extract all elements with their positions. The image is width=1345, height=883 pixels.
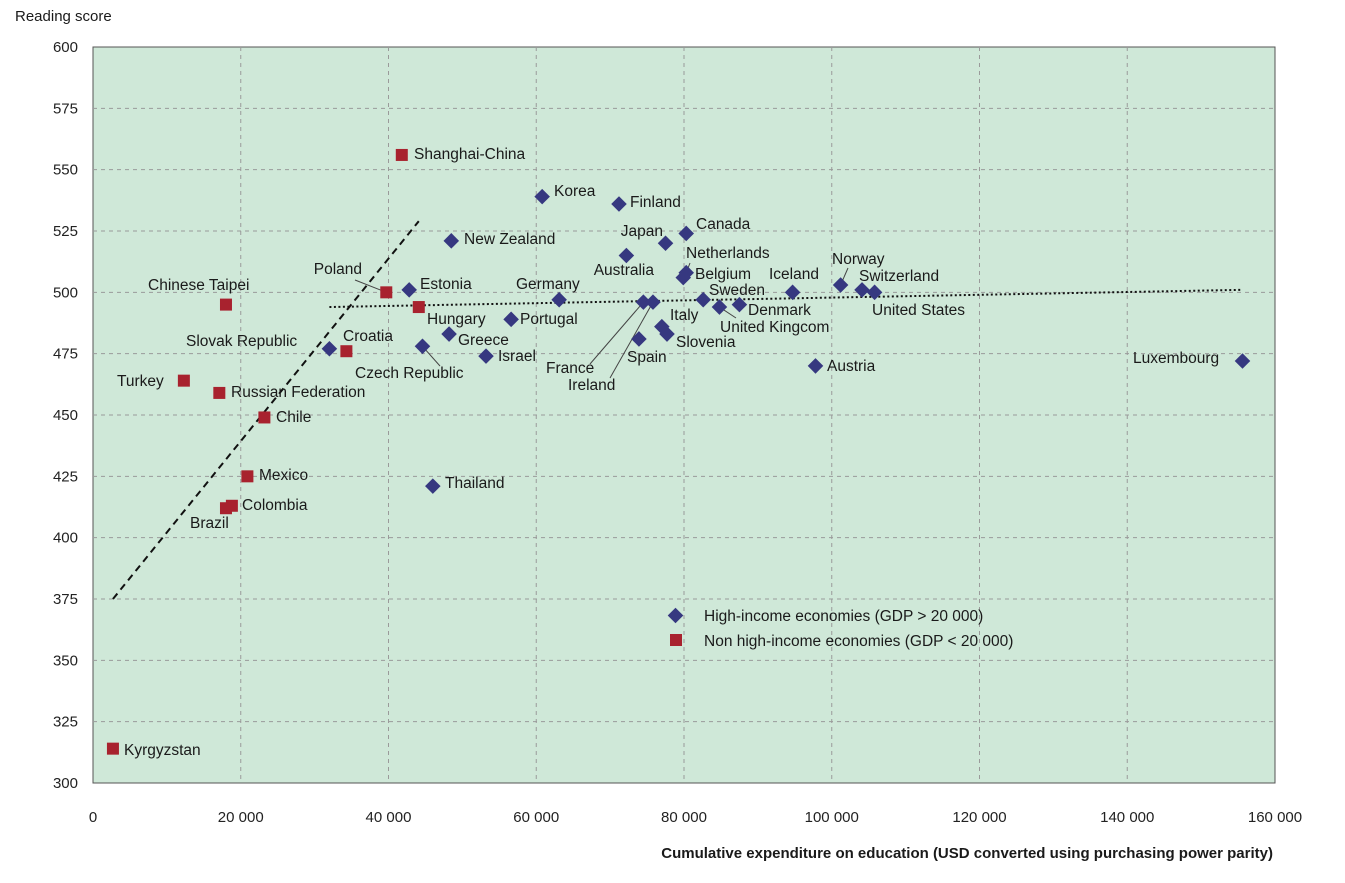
y-tick-label: 450 [53, 407, 78, 424]
point-japan [657, 235, 674, 252]
dashed-trend-line [112, 220, 420, 600]
label-denmark: Denmark [748, 302, 811, 319]
x-axis-title: Cumulative expenditure on education (USD… [661, 845, 1273, 862]
point-labels: Korea Finland Canada Japan New Zealand Austra… [117, 146, 1219, 759]
point-canada [678, 225, 694, 242]
x-tick-label: 60 000 [513, 809, 559, 826]
legend-square-marker [670, 634, 682, 646]
point-chile [258, 411, 271, 424]
label-iceland: Iceland [769, 266, 819, 283]
point-brazil [219, 502, 232, 515]
label-portugal: Portugal [520, 311, 578, 328]
y-tick-label: 475 [53, 346, 78, 363]
point-luxembourg [1234, 353, 1251, 369]
tick-labels: 0 20 000 40 000 60 000 80 000 100 000 120 000 1… [53, 39, 1302, 826]
label-greece: Greece [458, 332, 509, 349]
x-tick-label: 0 [89, 809, 97, 826]
label-italy: Italy [670, 307, 699, 324]
label-croatia: Croatia [343, 328, 393, 345]
x-tick-label: 20 000 [218, 809, 264, 826]
label-mexico: Mexico [259, 467, 308, 484]
y-tick-label: 425 [53, 468, 78, 485]
legend-non-high-income: Non high-income economies (GDP < 20 000) [704, 633, 1013, 650]
label-france: France [546, 360, 594, 377]
label-korea: Korea [554, 183, 596, 200]
legend-diamond-marker [667, 607, 684, 624]
point-russian-federation [213, 386, 226, 399]
x-tick-label: 140 000 [1100, 809, 1154, 826]
label-canada: Canada [696, 216, 751, 233]
x-tick-label: 120 000 [952, 809, 1006, 826]
label-luxembourg: Luxembourg [1133, 350, 1219, 367]
label-new-zealand: New Zealand [464, 231, 555, 248]
x-tick-label: 40 000 [366, 809, 412, 826]
label-switzerland: Switzerland [859, 268, 939, 285]
label-ireland: Ireland [568, 377, 615, 394]
label-slovenia: Slovenia [676, 334, 736, 351]
label-japan: Japan [621, 223, 663, 240]
label-brazil: Brazil [190, 515, 229, 532]
label-sweden: Sweden [709, 282, 765, 299]
legend-high-income: High-income economies (GDP > 20 000) [704, 608, 983, 625]
point-mexico [241, 470, 254, 483]
point-new-zealand [443, 233, 460, 249]
label-united-states: United States [872, 302, 965, 319]
x-tick-label: 160 000 [1248, 809, 1302, 826]
y-tick-label: 400 [53, 530, 78, 547]
point-kyrgyzstan [106, 742, 119, 755]
y-tick-label: 325 [53, 714, 78, 731]
legend: High-income economies (GDP > 20 000) Non… [667, 607, 1013, 650]
label-austria: Austria [827, 358, 876, 375]
label-chinese-taipei: Chinese Taipei [148, 277, 249, 294]
label-belgium: Belgium [695, 266, 751, 283]
label-australia: Australia [594, 262, 655, 279]
point-shanghai-china [395, 148, 408, 161]
point-croatia [340, 345, 353, 358]
leader-line-france [589, 301, 644, 365]
point-finland [611, 196, 627, 212]
y-tick-label: 600 [53, 39, 78, 56]
point-chinese-taipei [219, 298, 232, 311]
y-tick-label: 300 [53, 775, 78, 792]
label-colombia: Colombia [242, 497, 308, 514]
label-spain: Spain [627, 349, 667, 366]
point-hungary [412, 301, 425, 314]
y-tick-label: 375 [53, 591, 78, 608]
point-turkey [177, 374, 190, 387]
label-turkey: Turkey [117, 373, 164, 390]
leader-line-ireland [609, 301, 654, 379]
point-korea [534, 188, 550, 205]
label-slovak-republic: Slovak Republic [186, 333, 297, 350]
label-kyrgyzstan: Kyrgyzstan [124, 742, 201, 759]
label-germany: Germany [516, 276, 580, 293]
x-tick-label: 100 000 [805, 809, 859, 826]
label-hungary: Hungary [427, 311, 486, 328]
y-tick-label: 500 [53, 284, 78, 301]
label-czech-republic: Czech Republic [355, 365, 464, 382]
y-tick-label: 575 [53, 100, 78, 117]
label-estonia: Estonia [420, 276, 472, 293]
label-norway: Norway [832, 251, 885, 268]
y-axis-title: Reading score [15, 8, 112, 25]
trend-lines [112, 220, 1241, 600]
label-poland: Poland [314, 261, 362, 278]
y-tick-label: 525 [53, 223, 78, 240]
gridlines [93, 47, 1275, 783]
dotted-trend-line [329, 288, 1241, 309]
label-netherlands: Netherlands [686, 245, 770, 262]
label-thailand: Thailand [445, 475, 504, 492]
label-chile: Chile [276, 409, 311, 426]
x-tick-label: 80 000 [661, 809, 707, 826]
label-finland: Finland [630, 194, 681, 211]
label-united-kingcom: United Kingcom [720, 319, 829, 336]
label-israel: Israel [498, 348, 536, 365]
label-shanghai-china: Shanghai-China [414, 146, 526, 163]
point-poland [380, 286, 393, 299]
y-tick-label: 350 [53, 652, 78, 669]
y-tick-label: 550 [53, 162, 78, 179]
label-russian-federation: Russian Federation [231, 384, 365, 401]
